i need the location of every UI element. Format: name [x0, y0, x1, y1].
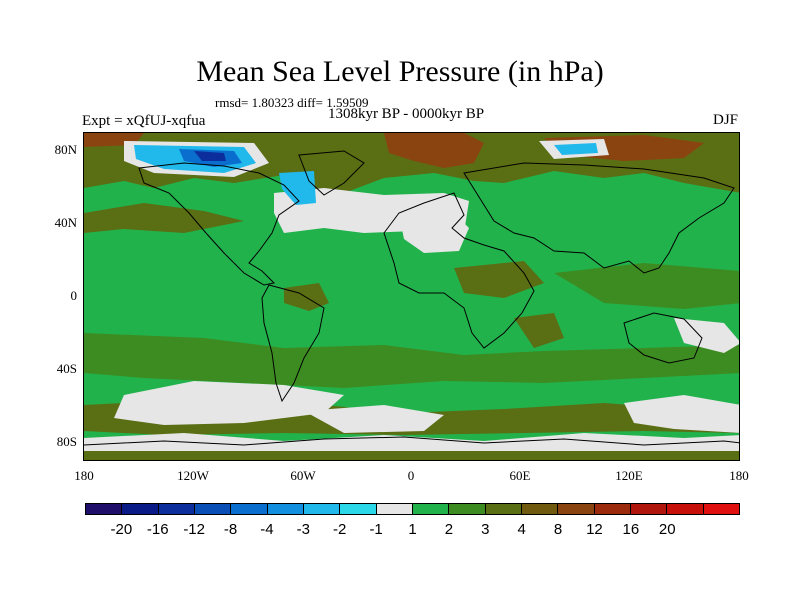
colorbar-tick-label: 3: [481, 521, 490, 538]
field-antarctic-positive: [84, 451, 739, 460]
field-patch: [84, 333, 739, 388]
field-negative-small: [279, 171, 316, 205]
lon-label-120e: 120E: [615, 468, 643, 483]
colorbar-tick-label: -16: [146, 521, 169, 538]
field-patch: [514, 313, 564, 348]
field-negative-strong: [194, 151, 226, 161]
lon-label-60w: 60W: [290, 468, 316, 483]
lon-label-180e: 180: [729, 468, 749, 483]
colorbar-swatch: [630, 504, 668, 514]
colorbar-tick-label: -12: [183, 521, 205, 538]
colorbar-swatch: [231, 504, 268, 514]
field-near-zero: [624, 395, 739, 433]
coast-australia: [623, 312, 703, 364]
colorbar-tick-label: -2: [333, 521, 347, 538]
season-label: DJF: [713, 112, 739, 128]
lat-label-80s: 80S: [56, 434, 77, 449]
colorbar-tick-label: 16: [622, 521, 640, 538]
colorbar-tick-label: -3: [296, 521, 310, 538]
colorbar-swatch: [303, 504, 341, 514]
coastlines: [84, 150, 739, 446]
coast-africa-europe: [383, 192, 535, 349]
experiment-label: Expt = xQfUJ-xqfua: [82, 113, 206, 129]
colorbar-swatch: [485, 504, 522, 514]
colorbar-tick-label: -20: [110, 521, 133, 538]
chart-title: Mean Sea Level Pressure (in hPa): [196, 55, 604, 88]
colorbar-swatch: [558, 504, 595, 514]
coast-greenland: [298, 150, 365, 196]
colorbar-tick-label: 2: [444, 521, 454, 538]
field-near-zero: [674, 318, 739, 353]
lat-label-40s: 40S: [56, 361, 77, 376]
colorbar-swatch: [703, 504, 739, 514]
colorbar-swatch: [521, 504, 559, 514]
colorbar: [85, 503, 740, 515]
colorbar-tick-label: 8: [553, 521, 563, 538]
colorbar-swatch: [667, 504, 704, 514]
colorbar-swatch: [594, 504, 631, 514]
field-patch: [554, 263, 739, 309]
colorbar-tick-label: -4: [260, 521, 274, 538]
field-patch: [84, 203, 244, 233]
colorbar-swatch: [194, 504, 232, 514]
coast-antarctica: [84, 436, 739, 446]
stats-label: rmsd= 1.80323 diff= 1.59509: [215, 95, 369, 110]
colorbar-swatch: [412, 504, 450, 514]
colorbar-tick-label: 1: [408, 521, 417, 538]
field-near-zero: [399, 213, 469, 253]
colorbar-swatch: [86, 504, 123, 514]
colorbar-swatch: [158, 504, 195, 514]
field-near-zero: [114, 381, 344, 425]
colorbar-swatch: [122, 504, 159, 514]
colorbar-tick-label: -8: [223, 521, 238, 538]
field-near-zero: [304, 405, 444, 433]
colorbar-swatch: [449, 504, 486, 514]
map-svg: [84, 133, 739, 460]
map-panel: [83, 132, 740, 461]
colorbar-swatch: [376, 504, 413, 514]
coast-north-america: [138, 162, 300, 286]
colorbar-tick-label: 4: [517, 521, 526, 538]
lon-label-0: 0: [407, 468, 415, 483]
colorbar-tick-label: 12: [586, 521, 603, 538]
lat-label-40n: 40N: [54, 215, 77, 230]
period-label: 1308kyr BP - 0000kyr BP: [327, 106, 485, 122]
lat-label-0: 0: [70, 288, 78, 303]
field-negative-small: [554, 143, 598, 155]
lon-label-120w: 120W: [177, 468, 209, 483]
coast-south-america: [261, 284, 325, 403]
lat-label-80n: 80N: [54, 142, 77, 157]
colorbar-swatch: [340, 504, 377, 514]
coast-asia: [463, 162, 735, 274]
colorbar-tick-label: -1: [369, 521, 383, 538]
colorbar-swatch: [267, 504, 304, 514]
lon-label-60e: 60E: [509, 468, 531, 483]
colorbar-tick-label: 20: [658, 521, 676, 538]
lon-label-180w: 180: [74, 468, 94, 483]
